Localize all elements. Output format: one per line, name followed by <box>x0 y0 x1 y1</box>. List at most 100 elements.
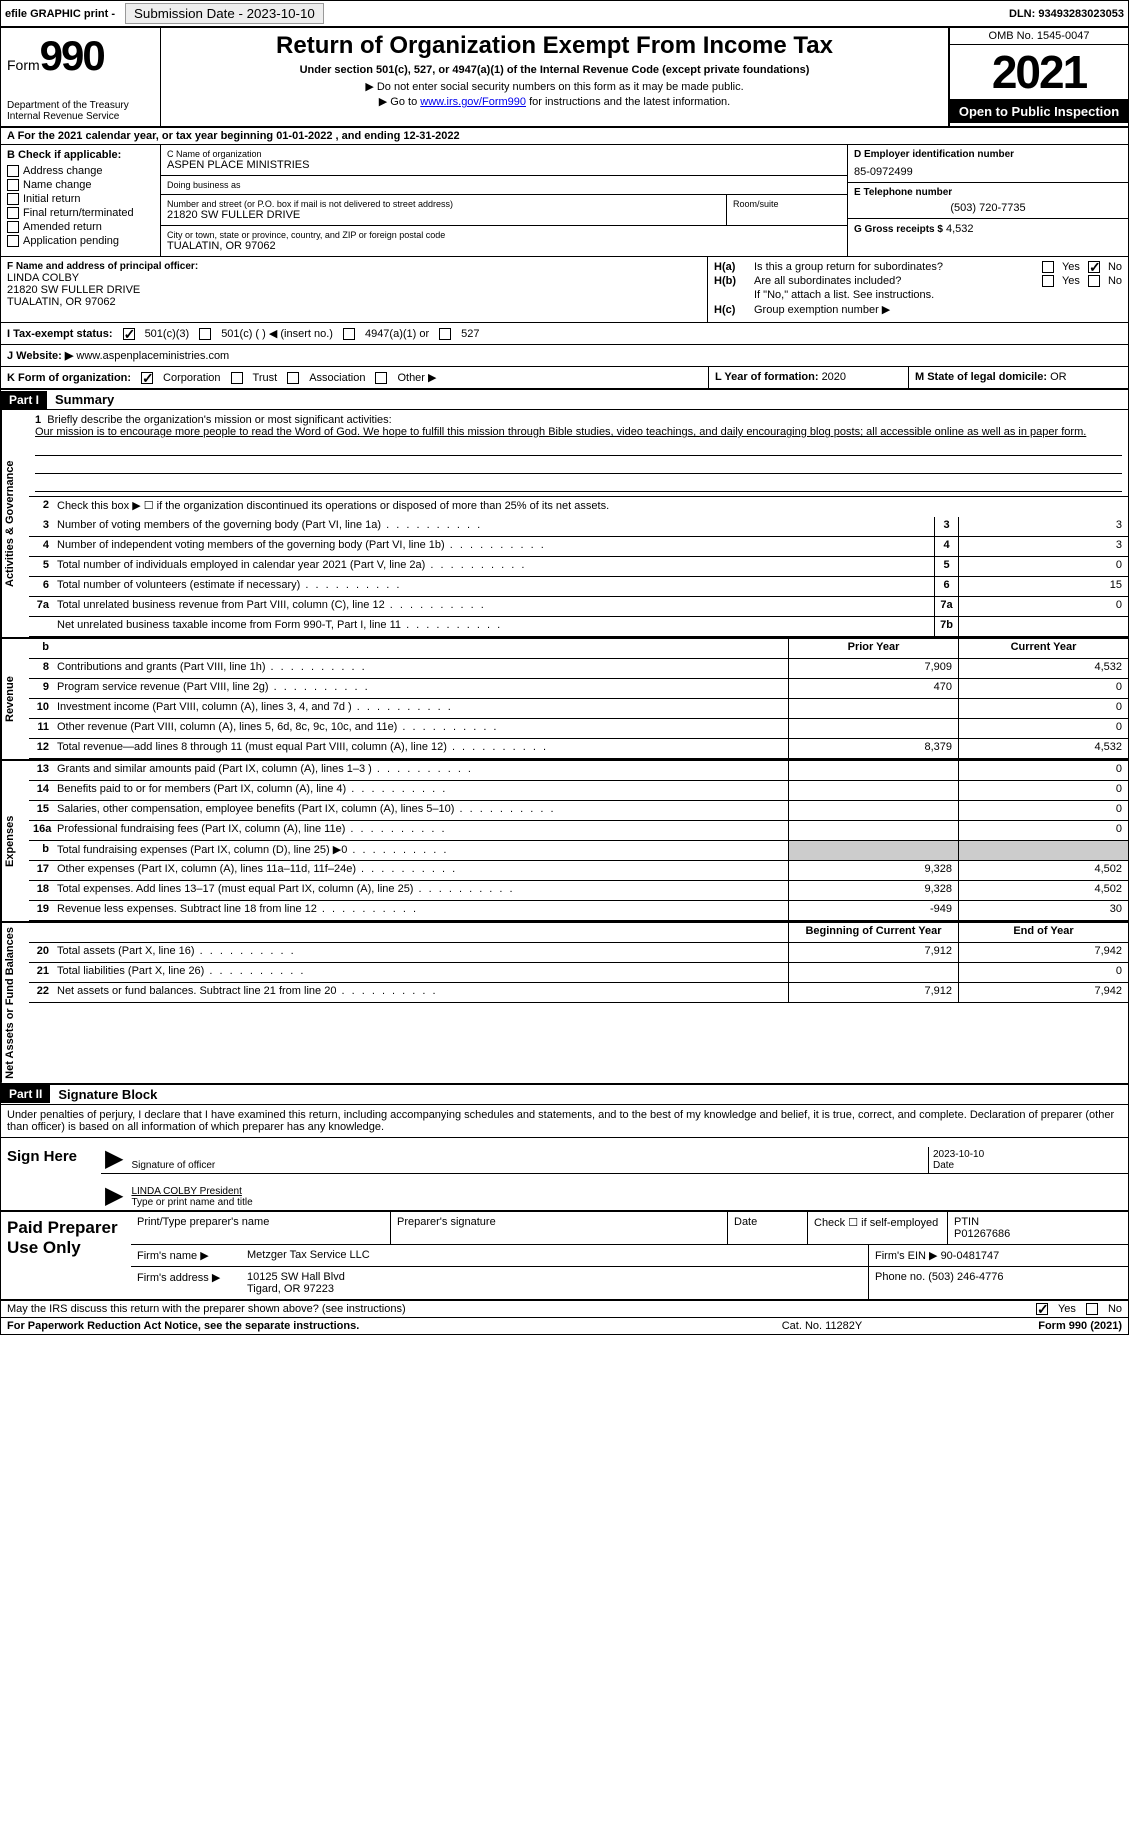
checkbox-icon[interactable] <box>7 221 19 233</box>
checkbox-icon[interactable] <box>199 328 211 340</box>
line-num: 12 <box>29 739 53 758</box>
addr-label: Number and street (or P.O. box if mail i… <box>167 199 720 209</box>
line1-intro: Briefly describe the organization's miss… <box>47 414 391 426</box>
checkbox-icon[interactable] <box>375 372 387 384</box>
line-text: Revenue less expenses. Subtract line 18 … <box>53 901 788 920</box>
ein-label: D Employer identification number <box>854 149 1122 160</box>
opt-527: 527 <box>461 328 479 340</box>
line-num: 8 <box>29 659 53 678</box>
opt-4947: 4947(a)(1) or <box>365 328 429 340</box>
checkbox-icon[interactable] <box>343 328 355 340</box>
phone-label: E Telephone number <box>854 187 1122 198</box>
mission-block: 1 Briefly describe the organization's mi… <box>29 410 1128 497</box>
form-subtitle: Under section 501(c), 527, or 4947(a)(1)… <box>167 64 942 76</box>
blank: b <box>29 639 53 658</box>
line-num: 20 <box>29 943 53 962</box>
checkbox-icon[interactable] <box>7 179 19 191</box>
summary-line: 5Total number of individuals employed in… <box>29 557 1128 577</box>
checkbox-icon[interactable] <box>1042 261 1054 273</box>
line-num: 15 <box>29 801 53 820</box>
line-num: 6 <box>29 577 53 596</box>
col-current: Current Year <box>958 639 1128 658</box>
line-box: 7b <box>934 617 958 636</box>
footer-mid: Cat. No. 11282Y <box>722 1320 922 1332</box>
top-bar: efile GRAPHIC print - Submission Date - … <box>1 1 1128 28</box>
header-row: Form990 Department of the Treasury Inter… <box>1 28 1128 128</box>
hb-label: H(b) <box>714 275 754 287</box>
checkbox-icon[interactable] <box>1088 261 1100 273</box>
irs-link[interactable]: www.irs.gov/Form990 <box>420 96 526 108</box>
begin-val: 7,912 <box>788 983 958 1002</box>
checkbox-icon[interactable] <box>287 372 299 384</box>
row-i-tax-status: I Tax-exempt status: 501(c)(3) 501(c) ( … <box>1 323 1128 345</box>
line-text: Grants and similar amounts paid (Part IX… <box>53 761 788 780</box>
blank <box>29 923 53 942</box>
room-label: Room/suite <box>733 199 841 209</box>
checkbox-icon[interactable] <box>7 193 19 205</box>
firm-ein: 90-0481747 <box>941 1250 1000 1262</box>
checkbox-icon[interactable] <box>7 165 19 177</box>
opt-initial-return: Initial return <box>7 193 154 205</box>
discuss-row: May the IRS discuss this return with the… <box>1 1301 1128 1318</box>
part1-header-row: Part I Summary <box>1 390 1128 410</box>
arrow-icon: ▶ <box>101 1144 127 1173</box>
checkbox-icon[interactable] <box>1088 275 1100 287</box>
arrow-icon: ▶ <box>101 1181 127 1210</box>
line-val: 3 <box>958 517 1128 536</box>
gross-label: G Gross receipts $ <box>854 224 943 235</box>
line-text: Other expenses (Part IX, column (A), lin… <box>53 861 788 880</box>
checkbox-icon[interactable] <box>439 328 451 340</box>
opt-label: Address change <box>23 165 103 177</box>
city-val: TUALATIN, OR 97062 <box>167 240 841 252</box>
line-num: 17 <box>29 861 53 880</box>
line-text: Total revenue—add lines 8 through 11 (mu… <box>53 739 788 758</box>
year-formation-label: L Year of formation: <box>715 371 822 383</box>
checkbox-icon[interactable] <box>231 372 243 384</box>
col-f-officer: F Name and address of principal officer:… <box>1 257 708 322</box>
mission-text: Our mission is to encourage more people … <box>35 426 1086 438</box>
sig-name: LINDA COLBY PresidentType or print name … <box>127 1184 1128 1210</box>
line-num: 13 <box>29 761 53 780</box>
opt-name-change: Name change <box>7 179 154 191</box>
summary-line: 16aProfessional fundraising fees (Part I… <box>29 821 1128 841</box>
line-box: 6 <box>934 577 958 596</box>
col-b-label: B Check if applicable: <box>7 149 154 161</box>
opt-trust: Trust <box>253 372 278 384</box>
checkbox-icon[interactable] <box>123 328 135 340</box>
vtab-expenses: Expenses <box>1 761 29 921</box>
prior-val: 470 <box>788 679 958 698</box>
opt-501c: 501(c) ( ) ◀ (insert no.) <box>221 327 333 340</box>
form-990-page: efile GRAPHIC print - Submission Date - … <box>0 0 1129 1335</box>
line-num: 5 <box>29 557 53 576</box>
name-label: C Name of organization <box>167 149 841 159</box>
sign-here-label: Sign Here <box>1 1138 101 1210</box>
col-de: D Employer identification number 85-0972… <box>848 145 1128 256</box>
col-prior: Prior Year <box>788 639 958 658</box>
line-num: 3 <box>29 517 53 536</box>
sig-label: Signature of officer <box>131 1160 215 1171</box>
checkbox-icon[interactable] <box>141 372 153 384</box>
opt-corp: Corporation <box>163 372 220 384</box>
line-text: Net unrelated business taxable income fr… <box>53 617 934 636</box>
checkbox-icon[interactable] <box>1036 1303 1048 1315</box>
dln-label: DLN: 93493283023053 <box>1009 8 1124 20</box>
summary-ag: Activities & Governance 1 Briefly descri… <box>1 410 1128 639</box>
current-val: 4,532 <box>958 659 1128 678</box>
opt-app-pending: Application pending <box>7 235 154 247</box>
dept-label: Department of the Treasury Internal Reve… <box>7 100 154 122</box>
checkbox-icon[interactable] <box>7 207 19 219</box>
line-text: Number of independent voting members of … <box>53 537 934 556</box>
footer-right: Form 990 (2021) <box>922 1320 1122 1332</box>
checkbox-icon[interactable] <box>1086 1303 1098 1315</box>
submission-date-button[interactable]: Submission Date - 2023-10-10 <box>125 3 324 24</box>
summary-line: 4Number of independent voting members of… <box>29 537 1128 557</box>
summary-line: 13Grants and similar amounts paid (Part … <box>29 761 1128 781</box>
line-text: Investment income (Part VIII, column (A)… <box>53 699 788 718</box>
checkbox-icon[interactable] <box>7 235 19 247</box>
checkbox-icon[interactable] <box>1042 275 1054 287</box>
opt-label: Initial return <box>23 193 80 205</box>
prior-val <box>788 781 958 800</box>
line-num: b <box>29 841 53 860</box>
prep-row-2: Firm's name ▶ Metzger Tax Service LLC Fi… <box>131 1245 1128 1267</box>
row-k-right: M State of legal domicile: OR <box>908 367 1128 388</box>
